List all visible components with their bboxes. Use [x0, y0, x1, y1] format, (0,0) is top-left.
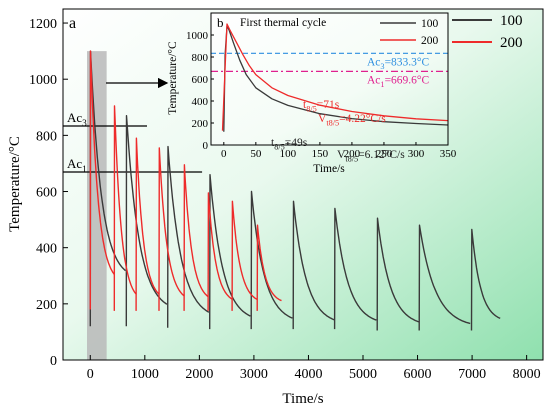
inset-series-100: [223, 25, 449, 132]
y-tick-label-1000: 1000: [29, 73, 57, 88]
inset-x-tick-label-250: 250: [376, 148, 393, 160]
inset-y-ticks: 0 200 400 600 800 1000: [186, 30, 214, 152]
y-tick-label-800: 800: [36, 129, 57, 144]
main-series: [89, 50, 501, 331]
y-tick-label-0: 0: [50, 354, 57, 369]
inset-y-tick-label-1000: 1000: [186, 30, 209, 42]
inset-annotation-3: t8/5=49s: [271, 137, 308, 151]
main-panel-label: a: [69, 15, 76, 32]
x-tick-label-4000: 4000: [294, 367, 322, 382]
series-200-cycle-6: [207, 192, 233, 311]
inset-y-tick-label-800: 800: [192, 52, 209, 64]
inset-x-tick-label-100: 100: [280, 148, 297, 160]
x-tick-label-8000: 8000: [513, 367, 541, 382]
x-tick-label-3000: 3000: [240, 367, 268, 382]
main-y-ticks: 0 200 400 600 800 1000 1200: [29, 17, 68, 369]
inset-annotation-2: Vt8/5=4.22°C/s: [318, 113, 386, 127]
series-100-cycle-9: [418, 224, 471, 331]
inset-annotation-1: t8/5=71s: [303, 99, 340, 113]
series-200-cycle-5: [183, 164, 209, 311]
legend-label-100: 100: [500, 13, 523, 29]
x-tick-label-7000: 7000: [458, 367, 486, 382]
y-tick-label-200: 200: [36, 298, 57, 313]
y-tick-label-600: 600: [36, 186, 57, 201]
inset-ref-label-ac1: Ac1=669.6°C: [367, 74, 430, 88]
series-200-cycle-2: [113, 105, 137, 311]
series-100-cycle-2: [125, 115, 168, 327]
highlight-region: [87, 51, 107, 361]
inset-ref-label-ac3: Ac3=833.3°C: [367, 56, 430, 70]
x-tick-label-0: 0: [87, 367, 94, 382]
inset-x-tick-label-200: 200: [344, 148, 361, 160]
inset-x-tick-label-350: 350: [440, 148, 457, 160]
inset-series: [221, 23, 449, 132]
series-200-cycle-7: [231, 200, 258, 311]
x-tick-label-1000: 1000: [131, 367, 159, 382]
series-200-cycle-4: [158, 147, 185, 311]
series-100-cycle-7: [333, 207, 377, 330]
inset-legend-label-100: 100: [421, 18, 439, 30]
inset-legend-label-200: 200: [421, 35, 439, 47]
inset-panel-label: b: [217, 15, 224, 30]
inset-y-axis-label: Temperature/°C: [167, 41, 179, 115]
series-100-cycle-3: [167, 145, 210, 328]
inset-x-axis-label: Time/s: [313, 163, 345, 175]
x-axis-label: Time/s: [282, 391, 323, 407]
series-100-cycle-1: [89, 50, 126, 327]
series-100: [89, 50, 501, 331]
ref-label-ac1: Ac1: [67, 156, 87, 175]
y-tick-label-1200: 1200: [29, 17, 57, 32]
ref-label-ac3: Ac3: [67, 110, 87, 129]
legend-label-200: 200: [500, 35, 523, 51]
y-tick-label-400: 400: [36, 242, 57, 257]
inset-y-tick-label-400: 400: [192, 96, 209, 108]
inset-ref-lines: Ac3=833.3°C Ac1=669.6°C: [211, 52, 448, 89]
inset-x-tick-label-150: 150: [312, 148, 329, 160]
series-100-cycle-4: [209, 174, 251, 330]
main-plot-frame: [62, 8, 544, 361]
y-axis-label: Temperature/°C: [7, 136, 23, 232]
inset-series-200: [221, 23, 449, 131]
inset-x-tick-label-300: 300: [408, 148, 425, 160]
series-200-cycle-8: [256, 224, 282, 311]
inset-x-ticks: 0 50 100 150 200 250 300 350: [221, 142, 457, 160]
x-tick-label-2000: 2000: [185, 367, 213, 382]
x-tick-label-5000: 5000: [349, 367, 377, 382]
main-x-ticks: 0 1000 2000 3000 4000 5000 6000 7000 8000: [87, 355, 541, 382]
x-tick-label-6000: 6000: [404, 367, 432, 382]
inset-y-tick-label-600: 600: [192, 74, 209, 86]
series-100-cycle-6: [292, 200, 335, 330]
inset-annotation-4: Vt8/5=6.12°C/s: [337, 149, 405, 163]
inset-x-tick-label-0: 0: [221, 148, 227, 160]
series-200-cycle-3: [135, 137, 160, 311]
main-ref-lines: Ac3 Ac1: [63, 110, 203, 175]
series-200: [89, 50, 282, 311]
series-200-cycle-1: [89, 50, 116, 310]
inset-y-tick-label-0: 0: [203, 140, 209, 152]
inset-y-tick-label-200: 200: [192, 118, 209, 130]
series-100-cycle-8: [376, 217, 420, 331]
inset-x-tick-label-50: 50: [250, 148, 262, 160]
series-100-cycle-10: [470, 228, 501, 331]
inset-panel: Ac3=833.3°C Ac1=669.6°C 0 50 100 150 200 250 30…: [167, 12, 457, 175]
inset-title: First thermal cycle: [240, 17, 326, 29]
